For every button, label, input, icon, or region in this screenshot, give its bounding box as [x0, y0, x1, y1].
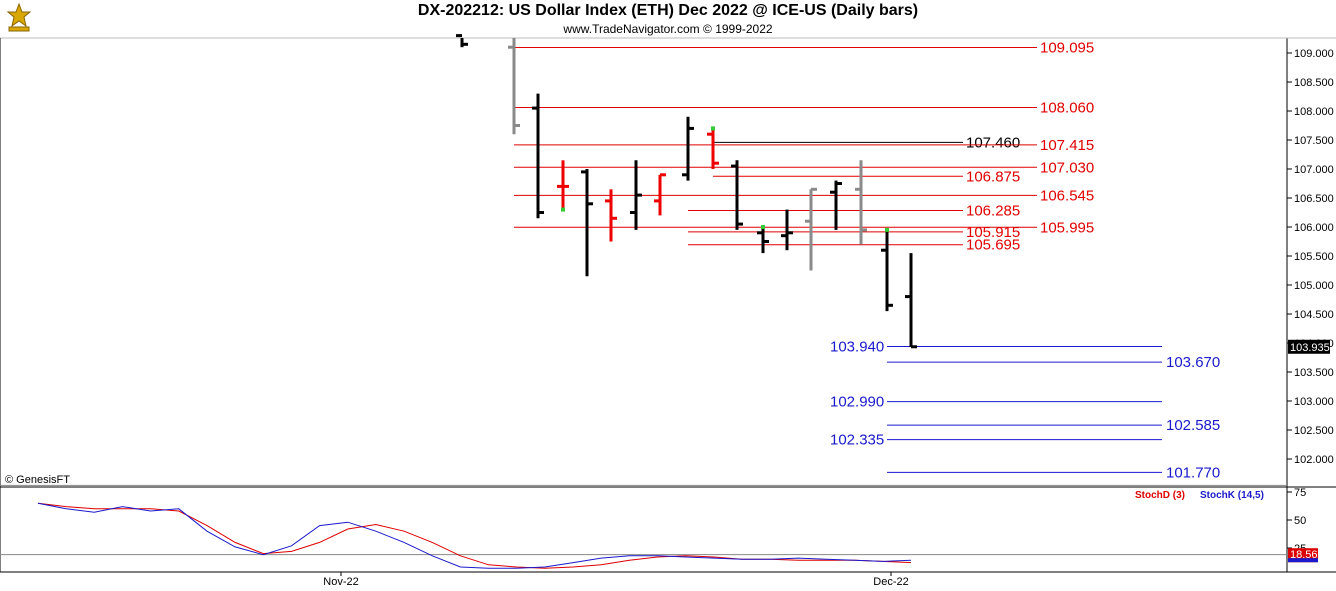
- last-price-badge: [1288, 339, 1330, 354]
- y-tick-label: 103.500: [1294, 367, 1334, 379]
- level-label: 103.940: [830, 338, 884, 355]
- y-tick-label: 105.000: [1294, 280, 1334, 292]
- signal-marker: [561, 207, 565, 212]
- stoch-y-tick-label: 75: [1294, 487, 1306, 499]
- genesis-logo-icon: [3, 2, 35, 34]
- level-label: 102.990: [830, 394, 884, 411]
- y-tick-label: 104.500: [1294, 309, 1334, 321]
- stoch-k-line: [37, 502, 912, 569]
- level-label: 108.060: [1040, 100, 1094, 117]
- stoch-y-tick-label: 50: [1294, 515, 1306, 527]
- y-tick-label: 107.000: [1294, 164, 1334, 176]
- y-tick-label: 102.000: [1294, 454, 1334, 466]
- y-tick-label: 108.500: [1294, 77, 1334, 89]
- y-tick-label: 103.000: [1294, 396, 1334, 408]
- level-label: 106.875: [966, 168, 1020, 185]
- copyright-label: © GenesisFT: [5, 474, 70, 486]
- signal-marker: [761, 225, 765, 229]
- y-tick-label: 102.500: [1294, 425, 1334, 437]
- level-label: 105.995: [1040, 219, 1094, 236]
- level-label: 102.585: [1166, 417, 1220, 434]
- y-tick-label: 106.000: [1294, 222, 1334, 234]
- level-label: 103.670: [1166, 354, 1220, 371]
- level-label: 106.285: [966, 202, 1020, 219]
- y-tick-label: 109.000: [1294, 48, 1334, 60]
- last-price-label: 103.935: [1290, 342, 1330, 354]
- level-label: 109.095: [1040, 39, 1094, 56]
- x-tick-label: Nov-22: [323, 576, 358, 588]
- stoch-last-badge-k: [1288, 558, 1318, 563]
- chart-title: DX-202212: US Dollar Index (ETH) Dec 202…: [417, 2, 919, 19]
- signal-marker: [885, 227, 889, 232]
- y-tick-label: 106.500: [1294, 193, 1334, 205]
- level-label: 101.770: [1166, 464, 1220, 481]
- x-tick-label: Dec-22: [873, 576, 908, 588]
- level-label: 102.335: [830, 432, 884, 449]
- level-label: 107.460: [966, 134, 1020, 151]
- level-label: 107.030: [1040, 159, 1094, 176]
- stoch-d-legend: StochD (3): [1135, 490, 1185, 501]
- level-label: 105.695: [966, 237, 1020, 254]
- y-tick-label: 108.000: [1294, 106, 1334, 118]
- signal-marker: [711, 126, 715, 131]
- y-tick-label: 107.500: [1294, 135, 1334, 147]
- chart-subtitle: www.TradeNavigator.com © 1999-2022: [563, 22, 773, 36]
- level-label: 107.415: [1040, 137, 1094, 154]
- stoch-last-label: 18.56: [1290, 549, 1318, 561]
- y-tick-label: 105.500: [1294, 251, 1334, 263]
- level-label: 105.915: [966, 224, 1020, 241]
- level-label: 106.545: [1040, 187, 1094, 204]
- stoch-k-legend: StochK (14,5): [1200, 490, 1264, 501]
